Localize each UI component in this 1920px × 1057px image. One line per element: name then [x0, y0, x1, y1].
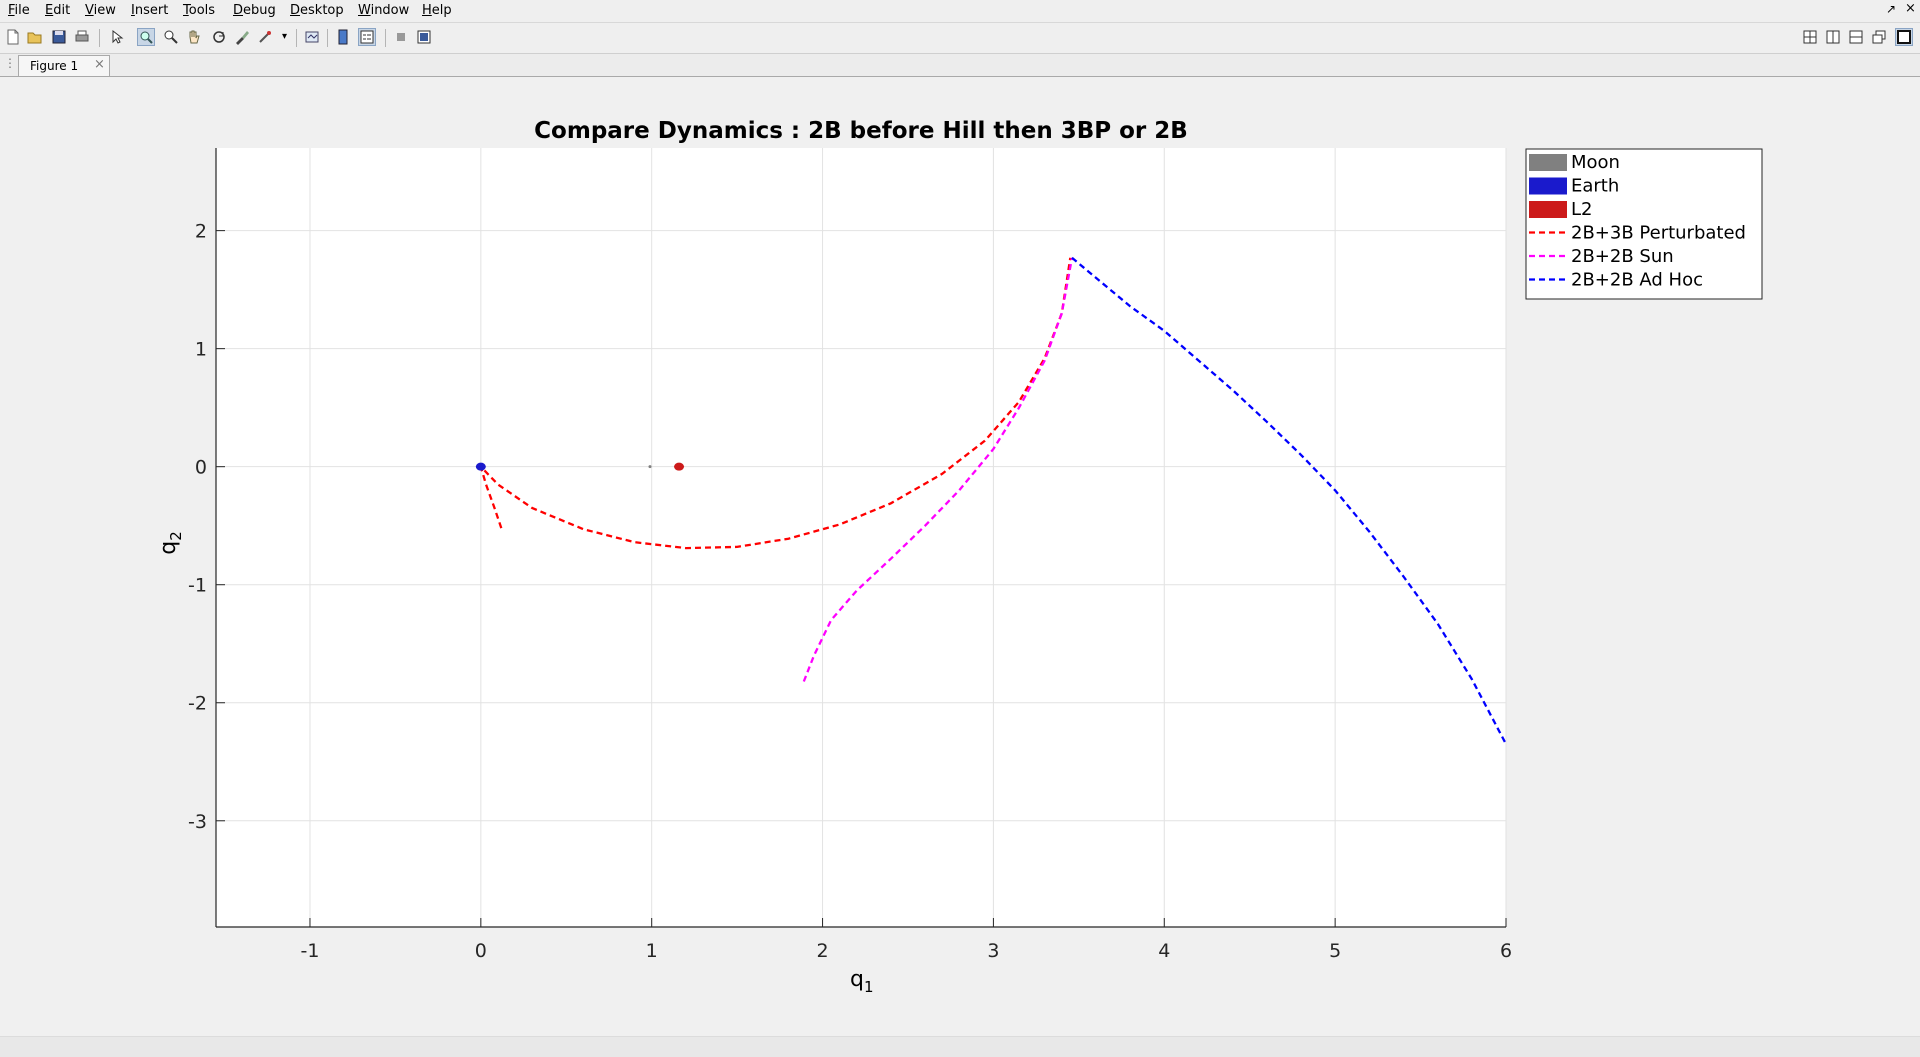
maximize-layout-icon[interactable]	[1895, 28, 1913, 46]
y-tick-label: -3	[188, 811, 207, 833]
status-bar	[0, 1036, 1920, 1057]
hide-plot-tools-icon[interactable]	[392, 28, 410, 46]
toolbar-separator	[99, 29, 100, 47]
series-line-2b-2b-ad-hoc[interactable]	[1071, 256, 1508, 745]
undock-icon[interactable]: ↗	[1886, 2, 1897, 16]
legend-swatch	[1529, 154, 1567, 171]
menu-tools[interactable]: Tools	[183, 3, 216, 18]
link-plot-icon[interactable]	[303, 28, 321, 46]
menu-window[interactable]: Window	[358, 3, 410, 18]
tab-label: Figure 1	[30, 59, 79, 73]
x-tick-label: 2	[817, 940, 829, 962]
data-cursor-icon[interactable]	[137, 28, 155, 46]
pointer-icon[interactable]	[107, 28, 125, 46]
x-axis-label-base: q	[850, 967, 864, 992]
series-line-2b-2b-sun[interactable]	[802, 257, 1074, 682]
y-axis-label-subscript: 2	[167, 531, 185, 541]
menu-debug[interactable]: Debug	[233, 3, 276, 18]
menu-insert[interactable]: Insert	[131, 3, 169, 18]
menu-desktop[interactable]: Desktop	[290, 3, 344, 18]
body-marker-earth[interactable]	[475, 462, 486, 471]
y-axis-label-group: q2	[156, 531, 185, 555]
x-axis-label-subscript: 1	[864, 978, 874, 996]
y-tick-label: -1	[188, 575, 207, 597]
print-icon[interactable]	[73, 28, 91, 46]
legend-entry-label: Moon	[1571, 152, 1620, 173]
legend-entry-label: 2B+3B Perturbated	[1571, 223, 1746, 244]
chart-title: Compare Dynamics : 2B before Hill then 3…	[534, 118, 1188, 144]
x-tick-label: 0	[475, 940, 487, 962]
legend-entry-label: 2B+2B Sun	[1571, 246, 1674, 267]
menu-view[interactable]: View	[85, 3, 116, 18]
x-tick-label: 4	[1158, 940, 1170, 962]
x-tick-label: 5	[1329, 940, 1341, 962]
toolbar-separator	[385, 29, 386, 47]
menu-help[interactable]: Help	[422, 3, 452, 18]
x-tick-label: 6	[1500, 940, 1512, 962]
menu-bar: File Edit View Insert Tools Debug Deskto…	[0, 0, 1920, 23]
legend-icon[interactable]	[358, 28, 376, 46]
zoom-icon[interactable]	[162, 28, 180, 46]
rotate-3d-icon[interactable]	[210, 28, 228, 46]
top-bottom-layout-icon[interactable]	[1847, 28, 1865, 46]
new-figure-icon[interactable]	[4, 28, 22, 46]
brush-tool-icon[interactable]	[256, 28, 274, 46]
save-icon[interactable]	[50, 28, 68, 46]
tab-bar-grip-icon: ⋮	[4, 56, 16, 70]
body-marker-l2[interactable]	[674, 462, 685, 471]
x-axis-label: q1	[850, 967, 874, 996]
chevron-down-icon[interactable]: ▾	[282, 31, 288, 42]
toolbar-separator	[327, 29, 328, 47]
left-right-layout-icon[interactable]	[1824, 28, 1842, 46]
y-tick-label: -2	[188, 693, 207, 715]
tile-layout-icon[interactable]	[1801, 28, 1819, 46]
legend-entry-label: 2B+2B Ad Hoc	[1571, 270, 1703, 291]
colorbar-icon[interactable]	[334, 28, 352, 46]
legend-box	[1525, 148, 1763, 300]
x-tick-label: 3	[987, 940, 999, 962]
close-window-icon[interactable]: ×	[1905, 1, 1916, 16]
axes-area[interactable]: -1 0 1 2 3 4 5 6 -3 -2 -1 0 1 2	[188, 148, 1512, 962]
float-layout-icon[interactable]	[1870, 28, 1888, 46]
tab-figure-1[interactable]: Figure 1 ×	[18, 55, 110, 76]
y-axis-label: q2	[156, 531, 185, 555]
y-axis-label-base: q	[156, 541, 181, 555]
open-file-icon[interactable]	[26, 28, 44, 46]
y-tick-label: 0	[195, 457, 207, 479]
pan-hand-icon[interactable]	[185, 28, 203, 46]
legend-swatch	[1529, 201, 1567, 218]
body-marker-moon[interactable]	[648, 465, 652, 469]
figure-toolbar: ▾	[0, 23, 1920, 54]
menu-file[interactable]: File	[8, 3, 30, 18]
plot-area	[216, 148, 1506, 927]
menu-edit[interactable]: Edit	[45, 3, 71, 18]
y-tick-label: 2	[195, 221, 207, 243]
x-tick-label: 1	[646, 940, 658, 962]
y-tick-label: 1	[195, 339, 207, 361]
show-plot-tools-icon[interactable]	[415, 28, 433, 46]
legend-entry-label: Earth	[1571, 176, 1619, 197]
close-icon[interactable]: ×	[94, 57, 105, 72]
figure-tab-bar: ⋮ Figure 1 ×	[0, 54, 1920, 77]
legend-entry-label: L2	[1571, 199, 1592, 220]
data-brush-icon[interactable]	[233, 28, 251, 46]
x-tick-label: -1	[300, 940, 319, 962]
legend-swatch	[1529, 177, 1567, 195]
toolbar-separator	[296, 29, 297, 47]
